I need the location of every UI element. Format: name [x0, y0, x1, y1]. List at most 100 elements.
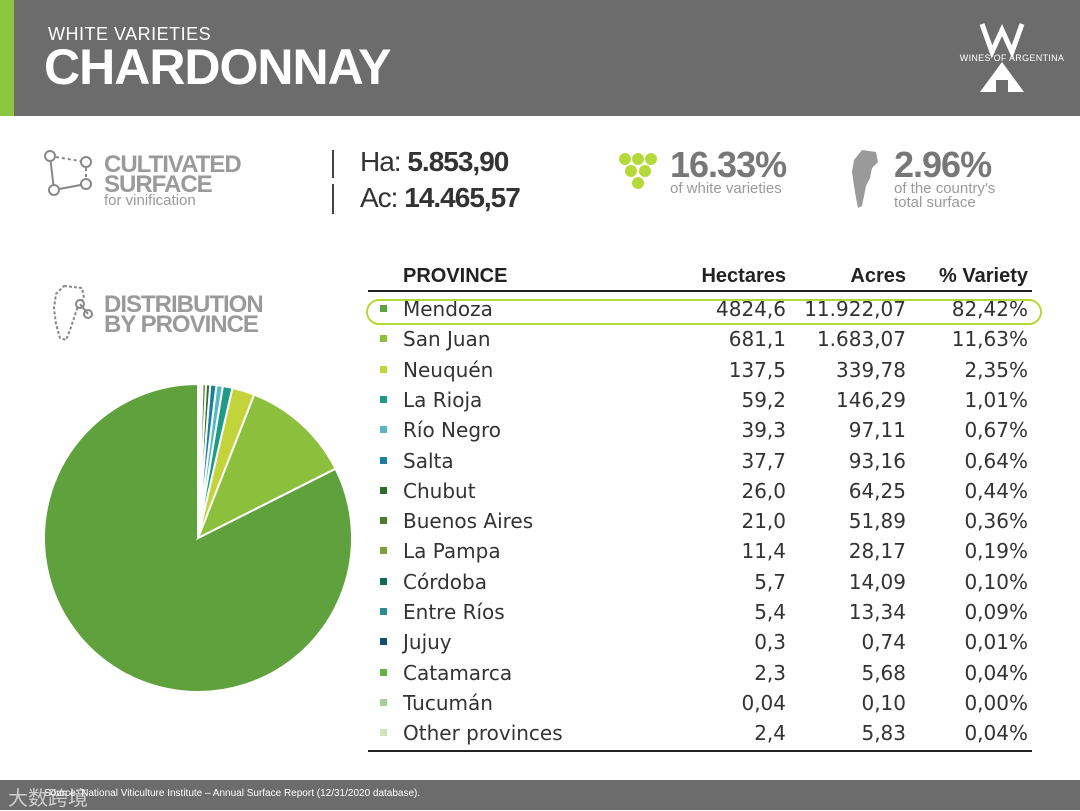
pct-variety-cell: 0,04% [964, 661, 1028, 685]
acres-cell: 339,78 [836, 358, 906, 382]
table-bottom-rule [368, 750, 1032, 752]
province-cell: Tucumán [403, 691, 493, 715]
hectares-cell: 5,7 [754, 570, 786, 594]
province-cell: Other provinces [403, 721, 563, 745]
province-cell: Córdoba [403, 570, 487, 594]
accent-bar [0, 0, 14, 116]
province-cell: La Rioja [403, 388, 482, 412]
grapes-icon [618, 152, 658, 192]
legend-swatch [380, 457, 387, 464]
province-cell: Río Negro [403, 418, 501, 442]
header-banner: WHITE VARIETIES CHARDONNAY WINES OF ARGE… [0, 0, 1080, 116]
acres-cell: 1.683,07 [817, 327, 906, 351]
acres-cell: 5,68 [861, 661, 906, 685]
province-cell: Buenos Aires [403, 509, 533, 533]
hectares-cell: 26,0 [741, 479, 786, 503]
hectares-cell: 0,3 [754, 630, 786, 654]
pct-variety-cell: 0,04% [964, 721, 1028, 745]
table-row: Salta 37,7 93,16 0,64% [368, 445, 1032, 475]
province-cell: Salta [403, 449, 454, 473]
pct-variety-cell: 0,64% [964, 449, 1028, 473]
pct-variety-cell: 0,44% [964, 479, 1028, 503]
divider-top [332, 150, 334, 178]
legend-swatch [380, 669, 387, 676]
hectares-cell: 5,4 [754, 600, 786, 624]
pct-variety-cell: 0,10% [964, 570, 1028, 594]
ha-value: 5.853,90 [407, 146, 508, 177]
legend-swatch [380, 578, 387, 585]
legend-swatch [380, 608, 387, 615]
header-pct-variety: % Variety [939, 265, 1028, 288]
acres-cell: 93,16 [849, 449, 906, 473]
province-cell: Chubut [403, 479, 476, 503]
province-cell: La Pampa [403, 539, 501, 563]
legend-swatch [380, 729, 387, 736]
hectares-cell: 2,3 [754, 661, 786, 685]
table-row: San Juan 681,1 1.683,07 11,63% [368, 323, 1032, 353]
province-map-icon [44, 284, 96, 342]
legend-swatch [380, 426, 387, 433]
ac-value: 14.465,57 [404, 182, 520, 213]
province-cell: Jujuy [403, 630, 452, 654]
acres-cell: 64,25 [849, 479, 906, 503]
legend-swatch [380, 487, 387, 494]
table-row: La Pampa 11,4 28,17 0,19% [368, 535, 1032, 565]
footer-bar: 大数跨境 Source: National Viticulture Instit… [0, 780, 1080, 810]
legend-swatch [380, 366, 387, 373]
pct-variety-cell: 0,01% [964, 630, 1028, 654]
acres-cell: 51,89 [849, 509, 906, 533]
header-province: PROVINCE [403, 265, 507, 288]
hectares-cell: 39,3 [741, 418, 786, 442]
table-row: Catamarca 2,3 5,68 0,04% [368, 657, 1032, 687]
distribution-label-2: BY PROVINCE [104, 314, 258, 336]
legend-swatch [380, 396, 387, 403]
connected-nodes-icon [42, 148, 96, 198]
legend-swatch [380, 517, 387, 524]
acres-cell: 97,11 [849, 418, 906, 442]
pct-variety-cell: 11,63% [952, 327, 1028, 351]
acres-cell: 5,83 [861, 721, 906, 745]
legend-swatch [380, 335, 387, 342]
hectares-cell: 11,4 [741, 539, 786, 563]
acres-cell: 0,10 [861, 691, 906, 715]
pct-variety-cell: 2,35% [964, 358, 1028, 382]
hectares-cell: 0,04 [741, 691, 786, 715]
table-row: Other provinces 2,4 5,83 0,04% [368, 717, 1032, 747]
acres-cell: 0,74 [861, 630, 906, 654]
table-row: Jujuy 0,3 0,74 0,01% [368, 626, 1032, 656]
wines-of-argentina-logo: WINES OF ARGENTINA [952, 18, 1072, 98]
mendoza-highlight [366, 299, 1042, 325]
legend-swatch [380, 699, 387, 706]
province-pie-chart [38, 378, 358, 698]
hectares-cell: 681,1 [729, 327, 786, 351]
hectares-cell: 37,7 [741, 449, 786, 473]
pct-variety-cell: 1,01% [964, 388, 1028, 412]
hectares-cell: 2,4 [754, 721, 786, 745]
pct-variety-cell: 0,19% [964, 539, 1028, 563]
legend-swatch [380, 547, 387, 554]
table-row: Chubut 26,0 64,25 0,44% [368, 475, 1032, 505]
table-header: PROVINCE Hectares Acres % Variety [368, 262, 1032, 292]
cultivated-sub: for vinification [104, 192, 196, 209]
white-varieties-sub: of white varieties [670, 181, 782, 196]
ha-label: Ha: [360, 146, 401, 177]
hectares-cell: 59,2 [741, 388, 786, 412]
province-cell: San Juan [403, 327, 491, 351]
acres-cell: 28,17 [849, 539, 906, 563]
legend-swatch [380, 638, 387, 645]
pct-variety-cell: 0,67% [964, 418, 1028, 442]
table-row: Río Negro 39,3 97,11 0,67% [368, 414, 1032, 444]
province-cell: Entre Ríos [403, 600, 505, 624]
source-note: Source: National Viticulture Institute –… [44, 788, 420, 799]
logo-text: WINES OF ARGENTINA [952, 53, 1072, 63]
province-cell: Catamarca [403, 661, 512, 685]
page-title: CHARDONNAY [44, 38, 391, 96]
ac-label: Ac: [360, 182, 397, 213]
country-sub-2: total surface [894, 195, 976, 210]
